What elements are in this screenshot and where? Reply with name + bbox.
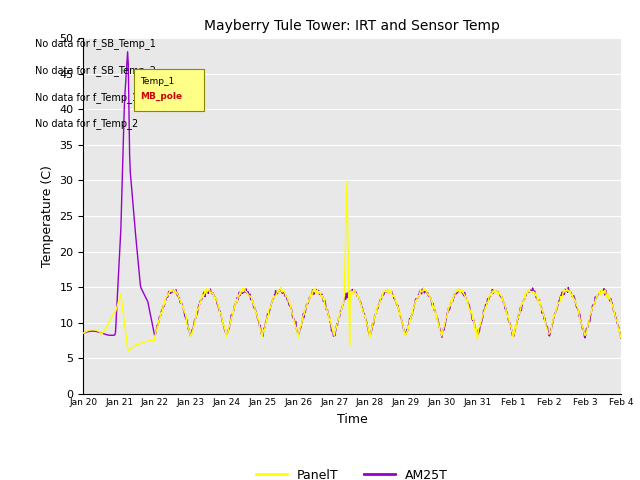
Legend: PanelT, AM25T: PanelT, AM25T — [251, 464, 453, 480]
PanelT — [393, 301, 401, 307]
X-axis label: Time: Time — [337, 413, 367, 426]
PanelT — [488, 288, 496, 294]
AM25T — [617, 336, 625, 341]
Text: No data for f_Temp_1: No data for f_Temp_1 — [35, 92, 138, 103]
AM25T — [488, 289, 495, 295]
PanelT — [124, 348, 132, 354]
AM25T — [392, 299, 400, 304]
Text: No data for f_SB_Temp_1: No data for f_SB_Temp_1 — [35, 38, 156, 49]
AM25T — [113, 317, 120, 323]
PanelT — [543, 328, 551, 334]
Text: MB_pole: MB_pole — [140, 92, 182, 101]
PanelT — [407, 314, 415, 320]
Text: Temp_1: Temp_1 — [140, 77, 174, 86]
PanelT — [343, 179, 351, 185]
PanelT — [113, 307, 120, 312]
PanelT — [617, 335, 625, 341]
Y-axis label: Temperature (C): Temperature (C) — [41, 165, 54, 267]
AM25T — [124, 49, 131, 55]
Line: AM25T: AM25T — [83, 52, 621, 338]
AM25T — [406, 317, 414, 323]
Line: PanelT: PanelT — [83, 182, 621, 351]
PanelT — [79, 330, 87, 336]
Text: No data for f_SB_Temp_2: No data for f_SB_Temp_2 — [35, 65, 156, 76]
Text: No data for f_Temp_2: No data for f_Temp_2 — [35, 118, 138, 129]
FancyBboxPatch shape — [134, 69, 204, 111]
Title: Mayberry Tule Tower: IRT and Sensor Temp: Mayberry Tule Tower: IRT and Sensor Temp — [204, 19, 500, 33]
AM25T — [79, 330, 87, 336]
AM25T — [543, 324, 550, 329]
PanelT — [423, 290, 431, 296]
AM25T — [422, 289, 430, 295]
